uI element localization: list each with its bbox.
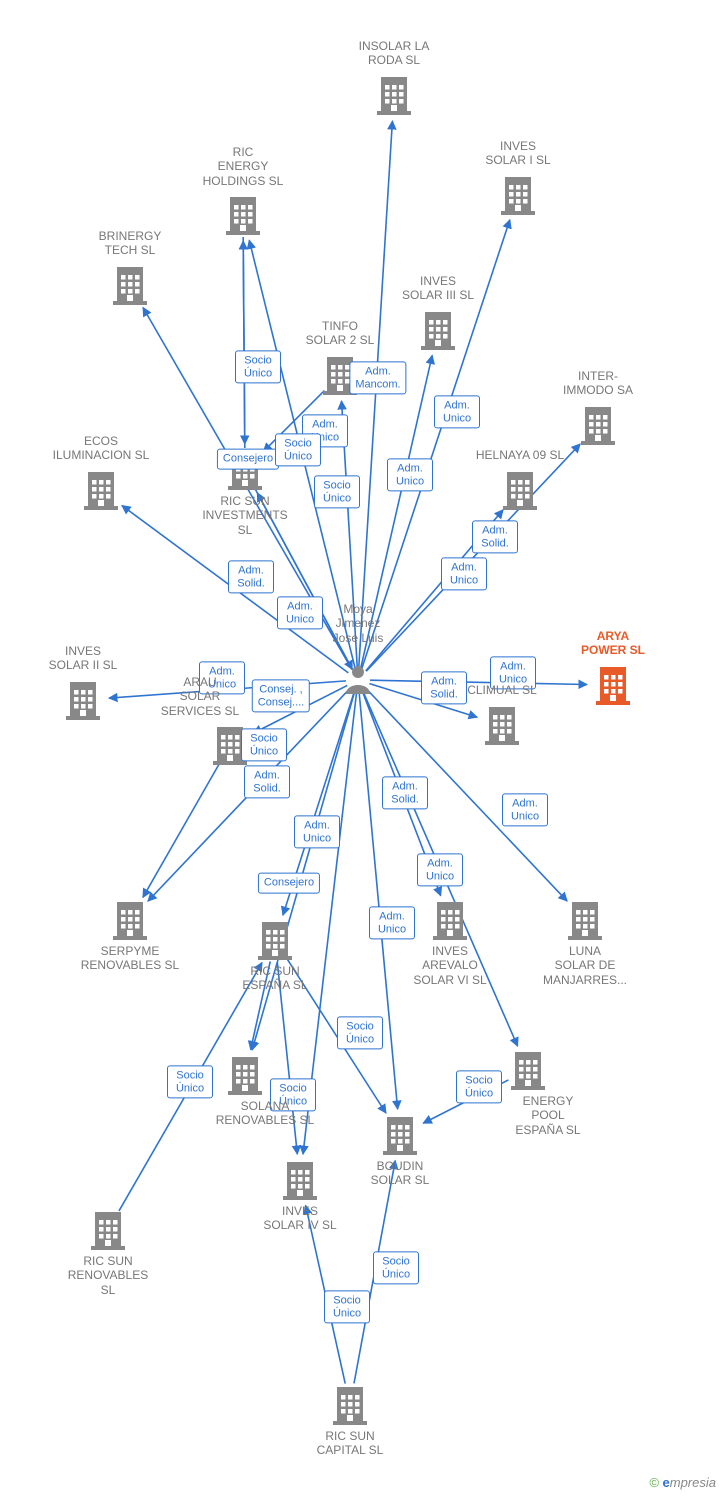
edge-label[interactable]: Consejero — [217, 449, 279, 470]
edge-arau-serpyme — [143, 764, 219, 897]
node-label[interactable]: TINFO SOLAR 2 SL — [280, 319, 400, 348]
node-label[interactable]: LUNA SOLAR DE MANJARRES... — [525, 944, 645, 987]
building-icon[interactable] — [113, 267, 147, 305]
center-node-label: Moya Jimenez Jose Luis — [298, 602, 418, 645]
building-icon[interactable] — [421, 312, 455, 350]
edge-label[interactable]: Socio Único — [314, 475, 360, 508]
node-label[interactable]: BRINERGY TECH SL — [70, 229, 190, 258]
building-icon[interactable] — [84, 472, 118, 510]
building-icon[interactable] — [228, 1057, 262, 1095]
node-label[interactable]: SOLANA RENOVABLES SL — [205, 1099, 325, 1128]
edge-label[interactable]: Adm. Unico — [369, 906, 415, 939]
node-label[interactable]: RIC SUN ESPAÑA SL — [215, 964, 335, 993]
building-icon[interactable] — [258, 922, 292, 960]
building-icon[interactable] — [568, 902, 602, 940]
edge-label[interactable]: Adm. Unico — [434, 395, 480, 428]
edge-label[interactable]: Adm. Unico — [294, 815, 340, 848]
node-label[interactable]: ARAU SOLAR SERVICES SL — [140, 675, 260, 718]
edge-label[interactable]: Adm. Unico — [387, 458, 433, 491]
building-icon[interactable] — [333, 1387, 367, 1425]
building-icon[interactable] — [66, 682, 100, 720]
edge-label[interactable]: Consej. , Consej.... — [252, 679, 310, 712]
edge-label[interactable]: Adm. Solid. — [228, 560, 274, 593]
node-label[interactable]: INVES SOLAR I SL — [458, 139, 578, 168]
edge-label[interactable]: Socio Único — [241, 728, 287, 761]
edge-label[interactable]: Socio Único — [275, 433, 321, 466]
edge-label[interactable]: Adm. Unico — [417, 853, 463, 886]
building-icon[interactable] — [113, 902, 147, 940]
edge-label[interactable]: Socio Único — [167, 1065, 213, 1098]
edge-label[interactable]: Adm. Solid. — [244, 765, 290, 798]
building-icon[interactable] — [91, 1212, 125, 1250]
node-label[interactable]: ECOS ILUMINACION SL — [41, 434, 161, 463]
node-label[interactable]: INVES SOLAR II SL — [23, 644, 143, 673]
node-label[interactable]: RIC SUN RENOVABLES SL — [48, 1254, 168, 1297]
building-icon[interactable] — [485, 707, 519, 745]
edge-label[interactable]: Socio Único — [324, 1290, 370, 1323]
edge-label[interactable]: Adm. Solid. — [382, 776, 428, 809]
edge-center-insolar — [359, 121, 393, 668]
building-icon[interactable] — [377, 77, 411, 115]
building-icon[interactable] — [596, 667, 630, 705]
building-icon[interactable] — [503, 472, 537, 510]
edge-label[interactable]: Adm. Solid. — [472, 520, 518, 553]
building-icon[interactable] — [433, 902, 467, 940]
building-icon[interactable] — [283, 1162, 317, 1200]
edge-ricsuninv-ricenergy — [243, 241, 245, 448]
building-icon[interactable] — [511, 1052, 545, 1090]
node-label[interactable]: INVES AREVALO SOLAR VI SL — [390, 944, 510, 987]
node-label[interactable]: INVES SOLAR III SL — [378, 274, 498, 303]
edge-label[interactable]: Adm. Unico — [502, 793, 548, 826]
edge-label[interactable]: Consejero — [258, 873, 320, 894]
node-label[interactable]: SERPYME RENOVABLES SL — [70, 944, 190, 973]
node-label[interactable]: CLIMUAL SL — [442, 683, 562, 697]
building-icon[interactable] — [383, 1117, 417, 1155]
node-label[interactable]: RIC SUN INVESTMENTS SL — [185, 494, 305, 537]
watermark-text: mpresia — [670, 1475, 716, 1490]
edge-label[interactable]: Adm. Mancom. — [349, 361, 406, 394]
node-label[interactable]: ARYA POWER SL — [553, 629, 673, 658]
node-label[interactable]: INSOLAR LA RODA SL — [334, 39, 454, 68]
watermark: © empresia — [649, 1475, 716, 1490]
node-label[interactable]: HELNAYA 09 SL — [460, 448, 580, 462]
node-label[interactable]: INVES SOLAR IV SL — [240, 1204, 360, 1233]
node-label[interactable]: RIC SUN CAPITAL SL — [290, 1429, 410, 1458]
node-label[interactable]: RIC ENERGY HOLDINGS SL — [183, 145, 303, 188]
node-label[interactable]: INTER- IMMODO SA — [538, 369, 658, 398]
edge-label[interactable]: Socio Único — [373, 1251, 419, 1284]
building-icon[interactable] — [581, 407, 615, 445]
building-icon[interactable] — [226, 197, 260, 235]
edge-label[interactable]: Socio Único — [235, 350, 281, 383]
edge-label[interactable]: Adm. Unico — [441, 557, 487, 590]
node-label[interactable]: BOUDIN SOLAR SL — [340, 1159, 460, 1188]
building-icon[interactable] — [501, 177, 535, 215]
node-label[interactable]: ENERGY POOL ESPAÑA SL — [488, 1094, 608, 1137]
edge-label[interactable]: Socio Único — [337, 1016, 383, 1049]
